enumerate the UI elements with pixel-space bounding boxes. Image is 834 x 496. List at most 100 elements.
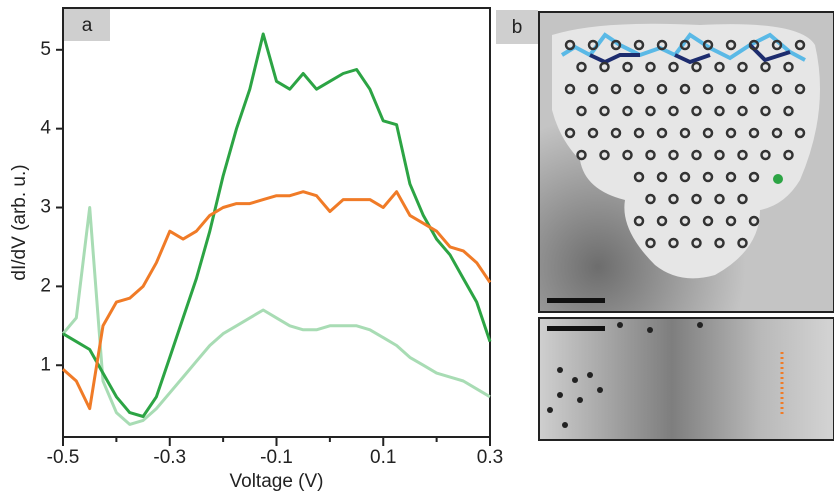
y-tick-label: 5: [40, 39, 51, 60]
lattice-site: [679, 215, 691, 227]
lattice-site: [622, 149, 633, 161]
lattice-site: [599, 61, 610, 73]
lattice-site: [668, 61, 679, 73]
lattice-site: [737, 61, 748, 73]
stm-image: [538, 11, 834, 313]
adatom: [647, 327, 653, 333]
lattice-site: [668, 193, 679, 205]
lattice-site: [633, 215, 645, 227]
adatom: [587, 372, 593, 378]
lattice-site: [656, 171, 668, 183]
lattice-site: [610, 127, 622, 139]
lattice-site: [783, 149, 794, 161]
lattice-site: [737, 193, 748, 205]
lattice-site: [633, 39, 645, 51]
lattice-site: [783, 105, 794, 117]
x-axis-label: Voltage (V): [230, 471, 324, 492]
lattice-site: [610, 39, 622, 51]
label-box: [496, 10, 538, 44]
lattice-site: [725, 171, 737, 183]
lattice-site: [691, 237, 702, 249]
series-line: [62, 32, 492, 418]
lattice-site: [679, 83, 691, 95]
adatom: [697, 322, 703, 328]
lattice-site: [748, 39, 760, 51]
lattice-site: [645, 237, 656, 249]
lattice-site: [633, 83, 645, 95]
lattice-site: [714, 237, 725, 249]
x-tick-label: -0.1: [260, 447, 293, 468]
lattice-site: [679, 127, 691, 139]
lattice-site: [748, 215, 760, 227]
lattice-site: [691, 105, 702, 117]
lattice-site: [748, 127, 760, 139]
lattice-site: [714, 149, 725, 161]
lattice-site: [714, 193, 725, 205]
lattice-site: [656, 39, 668, 51]
label-box: [64, 9, 110, 41]
lattice-site: [748, 171, 760, 183]
lattice-site: [783, 61, 794, 73]
adatom: [547, 407, 553, 413]
lattice-site: [564, 39, 576, 51]
lattice-site: [771, 127, 783, 139]
x-tick-label: 0.1: [370, 447, 396, 468]
lattice-site: [760, 149, 771, 161]
lattice-site: [564, 83, 576, 95]
lattice-site: [691, 193, 702, 205]
lattice-site: [599, 149, 610, 161]
lattice-site: [645, 193, 656, 205]
adatom: [557, 392, 563, 398]
lattice-site: [656, 83, 668, 95]
lattice-site: [771, 83, 783, 95]
lattice-site: [656, 127, 668, 139]
adatom: [562, 422, 568, 428]
lattice-site: [794, 39, 806, 51]
lattice-site: [725, 83, 737, 95]
lattice-site: [760, 105, 771, 117]
lattice-site: [702, 39, 714, 51]
adatom: [577, 397, 583, 403]
lattice-site: [622, 105, 633, 117]
lattice-site: [645, 149, 656, 161]
lattice-site: [576, 61, 587, 73]
stm-image: [538, 317, 834, 441]
adatom: [572, 377, 578, 383]
lattice-site: [725, 215, 737, 227]
lattice-site: [794, 127, 806, 139]
lattice-site: [633, 171, 645, 183]
lattice-site: [656, 215, 668, 227]
lattice-site: [564, 127, 576, 139]
lattice-site: [599, 105, 610, 117]
y-tick-label: 2: [40, 275, 51, 296]
lattice-site: [691, 149, 702, 161]
lattice-site: [587, 83, 599, 95]
lattice-site: [668, 237, 679, 249]
plot: 1 2 3 4 5 -0.5 -0.3 -0.1 0.1 0.3 Voltage (V) dI/dV …: [9, 7, 503, 492]
lattice-site: [668, 149, 679, 161]
lattice-site: [714, 61, 725, 73]
y-tick-label: 3: [40, 197, 51, 218]
y-tick-label: 1: [40, 354, 51, 375]
panel-label: a: [82, 15, 93, 36]
lattice-site: [702, 215, 714, 227]
lattice-site: [587, 39, 599, 51]
lattice-site: [622, 61, 633, 73]
adatom: [617, 322, 623, 328]
lattice-site: [691, 61, 702, 73]
adatom: [557, 367, 563, 373]
lattice-site: [737, 237, 748, 249]
x-tick-label: 0.3: [477, 447, 503, 468]
lattice-site: [679, 39, 691, 51]
lattice-site: [610, 83, 622, 95]
lattice-site: [714, 105, 725, 117]
series-line: [61, 206, 491, 426]
lattice-site: [737, 149, 748, 161]
lattice-site: [576, 149, 587, 161]
lattice-site: [702, 171, 714, 183]
lattice-site: [725, 127, 737, 139]
lattice-site: [645, 105, 656, 117]
y-axis-label: dI/dV (arb. u.): [9, 164, 30, 280]
lattice-site: [702, 83, 714, 95]
